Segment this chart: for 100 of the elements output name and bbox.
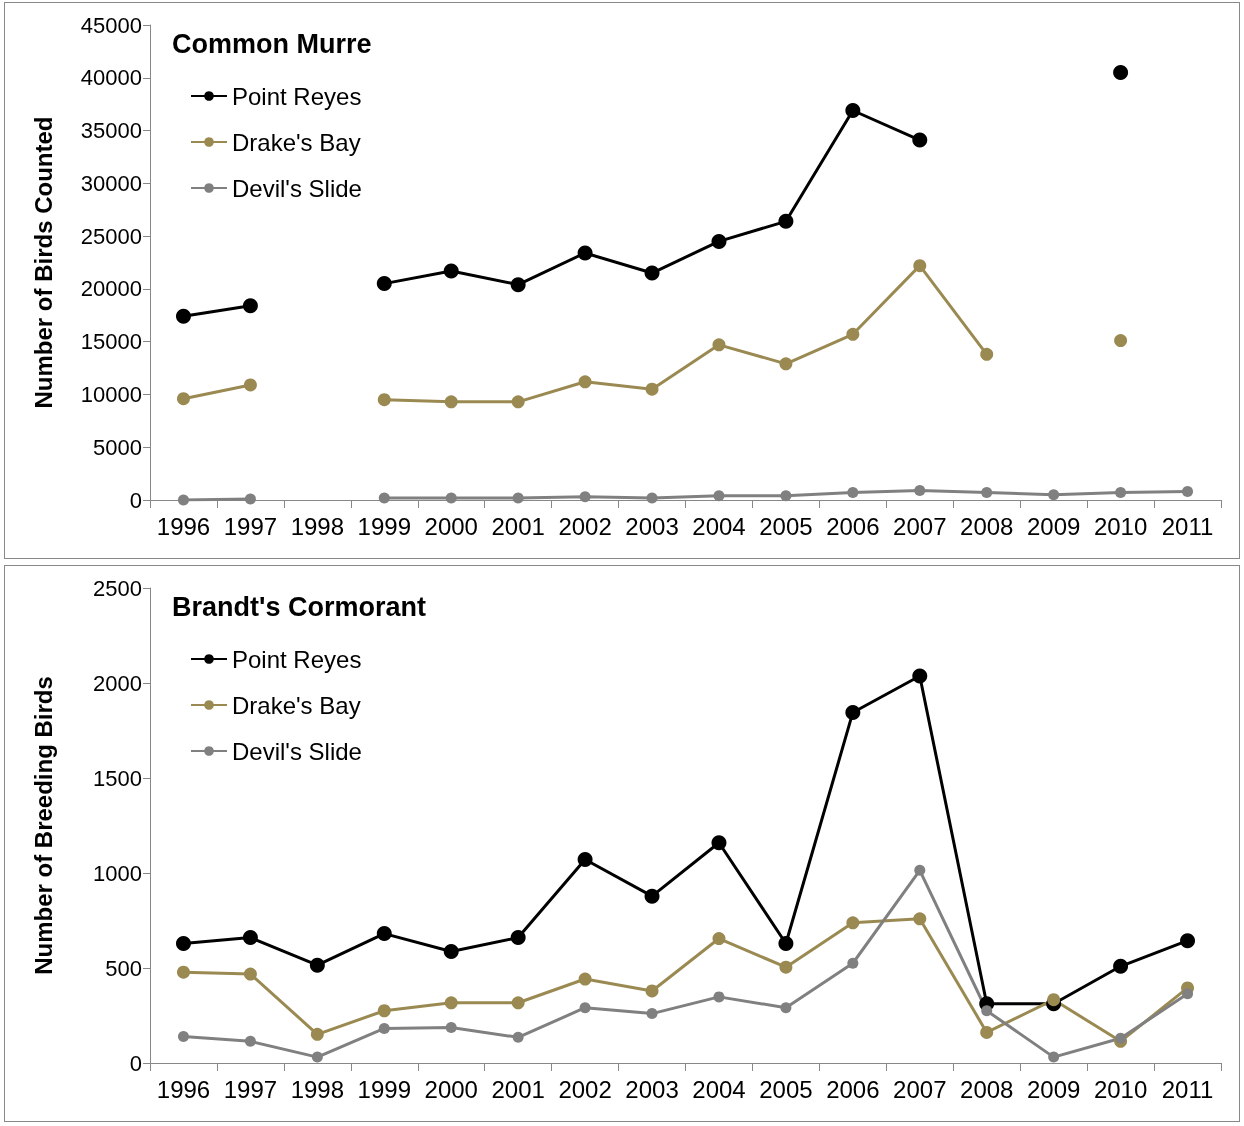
x-tick-label: 1999 bbox=[357, 512, 411, 540]
x-tick-label: 2003 bbox=[625, 1075, 679, 1103]
point bbox=[913, 912, 927, 926]
x-tick-label: 2006 bbox=[826, 512, 880, 540]
point bbox=[177, 494, 189, 506]
point bbox=[846, 327, 860, 341]
point bbox=[980, 347, 994, 361]
point bbox=[242, 298, 258, 314]
point bbox=[1114, 334, 1128, 348]
x-tick-label: 2010 bbox=[1093, 1075, 1148, 1103]
point bbox=[779, 357, 793, 371]
legend-label: Point Reyes bbox=[232, 645, 362, 673]
y-tick-label: 45000 bbox=[80, 12, 142, 38]
point bbox=[1115, 487, 1127, 499]
y-tick-label: 500 bbox=[105, 955, 142, 981]
point bbox=[578, 972, 592, 986]
point bbox=[377, 393, 391, 407]
y-tick-label: 1500 bbox=[93, 765, 142, 791]
point bbox=[1182, 486, 1194, 498]
point bbox=[512, 492, 524, 504]
x-tick-label: 2005 bbox=[759, 1075, 813, 1103]
point bbox=[713, 991, 725, 1003]
point bbox=[244, 493, 256, 505]
point bbox=[378, 492, 390, 504]
x-tick-label: 2010 bbox=[1093, 512, 1148, 540]
point bbox=[713, 490, 725, 502]
point bbox=[912, 668, 928, 684]
x-tick-label: 2011 bbox=[1161, 512, 1214, 540]
legend-label: Drake's Bay bbox=[232, 128, 361, 156]
x-tick-label: 2001 bbox=[491, 1075, 545, 1103]
y-tick-label: 40000 bbox=[80, 65, 142, 91]
point bbox=[311, 1051, 323, 1063]
point bbox=[645, 984, 659, 998]
point bbox=[779, 960, 793, 974]
y-tick-label: 1000 bbox=[93, 860, 142, 886]
point bbox=[913, 259, 927, 273]
legend-label: Devil's Slide bbox=[232, 737, 362, 765]
x-tick-label: 2011 bbox=[1161, 1075, 1214, 1103]
chart-title: Brandt's Cormorant bbox=[172, 591, 426, 622]
point bbox=[1113, 958, 1129, 974]
x-tick-label: 1996 bbox=[156, 1075, 211, 1103]
point bbox=[712, 338, 726, 352]
point bbox=[176, 965, 190, 979]
point bbox=[980, 1025, 994, 1039]
x-tick-label: 2002 bbox=[558, 512, 612, 540]
point bbox=[847, 957, 859, 969]
point bbox=[1048, 1051, 1060, 1063]
x-tick-label: 2007 bbox=[893, 1075, 947, 1103]
point bbox=[981, 1005, 993, 1017]
point bbox=[579, 1002, 591, 1014]
x-tick-label: 2009 bbox=[1026, 1075, 1081, 1103]
point bbox=[1113, 65, 1129, 80]
point bbox=[577, 852, 593, 868]
point bbox=[175, 308, 191, 324]
point bbox=[778, 213, 794, 229]
point bbox=[443, 263, 459, 279]
point bbox=[243, 378, 257, 392]
x-tick-label: 2006 bbox=[826, 1075, 880, 1103]
point bbox=[445, 492, 457, 504]
x-tick-label: 2005 bbox=[759, 512, 813, 540]
y-tick-label: 15000 bbox=[80, 329, 142, 355]
point bbox=[577, 245, 593, 261]
point bbox=[310, 1027, 324, 1041]
point bbox=[444, 395, 458, 409]
x-tick-label: 1996 bbox=[156, 512, 211, 540]
x-tick-label: 2000 bbox=[424, 1075, 478, 1103]
x-tick-label: 2004 bbox=[692, 1075, 746, 1103]
y-tick-label: 2500 bbox=[93, 575, 142, 601]
legend-label: Devil's Slide bbox=[232, 174, 362, 202]
point bbox=[243, 967, 257, 981]
x-tick-label: 1999 bbox=[357, 1075, 411, 1103]
point bbox=[376, 276, 392, 292]
y-tick-label: 5000 bbox=[93, 434, 142, 460]
point bbox=[377, 1004, 391, 1018]
y-tick-label: 25000 bbox=[80, 223, 142, 249]
point bbox=[780, 490, 792, 502]
point bbox=[1182, 988, 1194, 1000]
point bbox=[578, 375, 592, 389]
y-tick-label: 30000 bbox=[80, 170, 142, 196]
point bbox=[511, 996, 525, 1010]
point bbox=[512, 1031, 524, 1043]
point bbox=[845, 103, 861, 118]
point bbox=[309, 957, 325, 973]
point bbox=[511, 395, 525, 409]
point bbox=[778, 935, 794, 951]
point bbox=[445, 1021, 457, 1033]
point bbox=[579, 491, 591, 503]
y-tick-label: 10000 bbox=[80, 381, 142, 407]
x-tick-label: 2008 bbox=[960, 512, 1014, 540]
x-tick-label: 1997 bbox=[223, 1075, 278, 1103]
point bbox=[646, 492, 658, 504]
point bbox=[981, 487, 993, 499]
x-tick-label: 2004 bbox=[692, 512, 746, 540]
point bbox=[912, 132, 928, 148]
point bbox=[1047, 993, 1061, 1007]
y-tick-label: 0 bbox=[129, 1050, 142, 1076]
x-tick-label: 2007 bbox=[893, 512, 947, 540]
chart-title: Common Murre bbox=[172, 28, 372, 59]
point bbox=[1180, 933, 1196, 949]
point bbox=[244, 1035, 256, 1047]
